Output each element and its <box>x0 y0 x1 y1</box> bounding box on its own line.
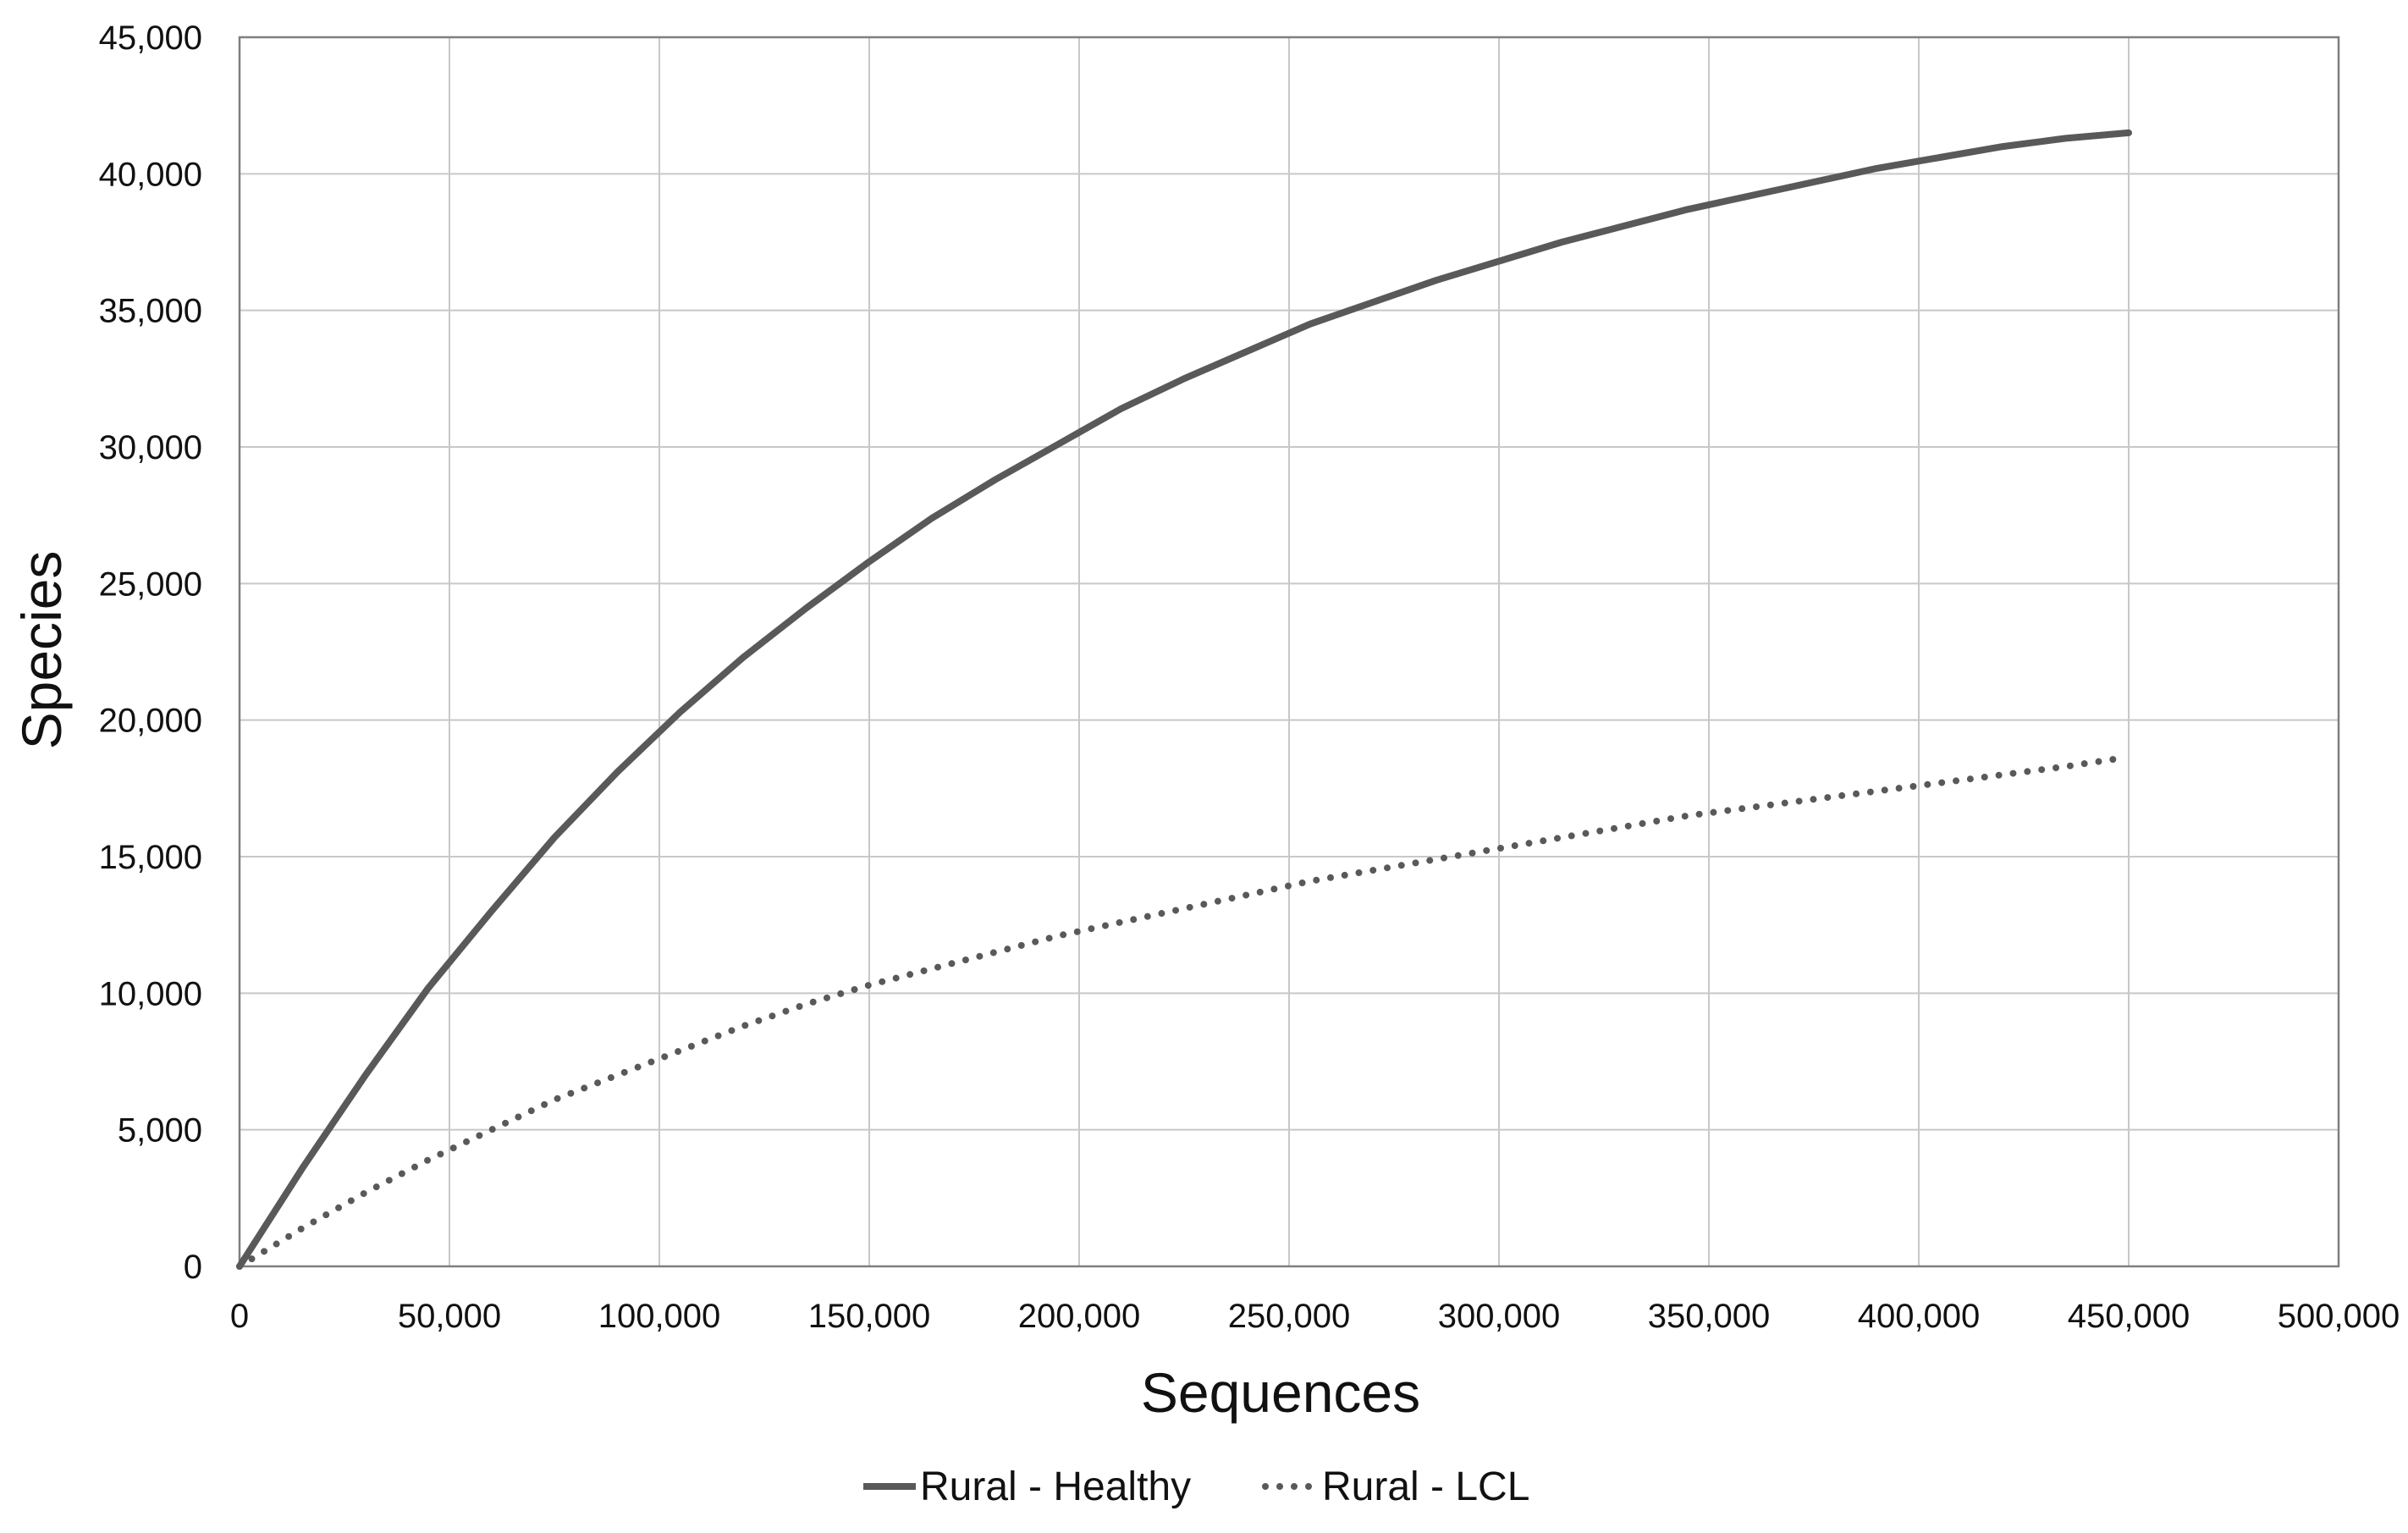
x-tick-label: 150,000 <box>808 1298 931 1335</box>
y-tick-label: 0 <box>184 1249 202 1286</box>
y-tick-label: 20,000 <box>99 703 202 740</box>
x-tick-label: 0 <box>230 1298 249 1335</box>
grid-layer <box>240 37 2339 1266</box>
y-tick-label: 45,000 <box>99 19 202 57</box>
x-tick-label: 400,000 <box>1858 1298 1981 1335</box>
plot-frame-layer <box>238 36 2340 1268</box>
y-tick-label: 25,000 <box>99 565 202 603</box>
x-tick-label: 200,000 <box>1018 1298 1141 1335</box>
x-tick-label: 500,000 <box>2278 1298 2400 1335</box>
legend-label-1: Rural - Healthy <box>920 1464 1191 1509</box>
y-tick-label: 30,000 <box>99 429 202 466</box>
legend-label-2: Rural - LCL <box>1322 1464 1529 1509</box>
y-tick-label: 5,000 <box>118 1112 202 1150</box>
x-tick-label: 100,000 <box>598 1298 721 1335</box>
x-tick-label: 300,000 <box>1438 1298 1561 1335</box>
tick-label-layer: 0 50,000 100,000 150,000 200,000 250,000 300,0… <box>99 19 2400 1335</box>
y-tick-label: 40,000 <box>99 156 202 193</box>
x-tick-label: 450,000 <box>2068 1298 2190 1335</box>
y-tick-label: 15,000 <box>99 839 202 876</box>
series-line-2 <box>236 754 2124 1270</box>
legend: Rural - Healthy Rural - LCL <box>863 1464 1529 1509</box>
y-tick-label: 10,000 <box>99 975 202 1012</box>
x-axis-title: Sequences <box>1141 1361 1420 1424</box>
x-tick-label: 350,000 <box>1648 1298 1771 1335</box>
y-axis-title: Species <box>10 551 73 750</box>
x-tick-label: 250,000 <box>1228 1298 1351 1335</box>
x-tick-label: 50,000 <box>398 1298 501 1335</box>
plot-area-border <box>238 36 2340 1268</box>
series-line-1 <box>236 129 2132 1270</box>
series-layer <box>236 129 2132 1270</box>
y-tick-label: 35,000 <box>99 293 202 330</box>
